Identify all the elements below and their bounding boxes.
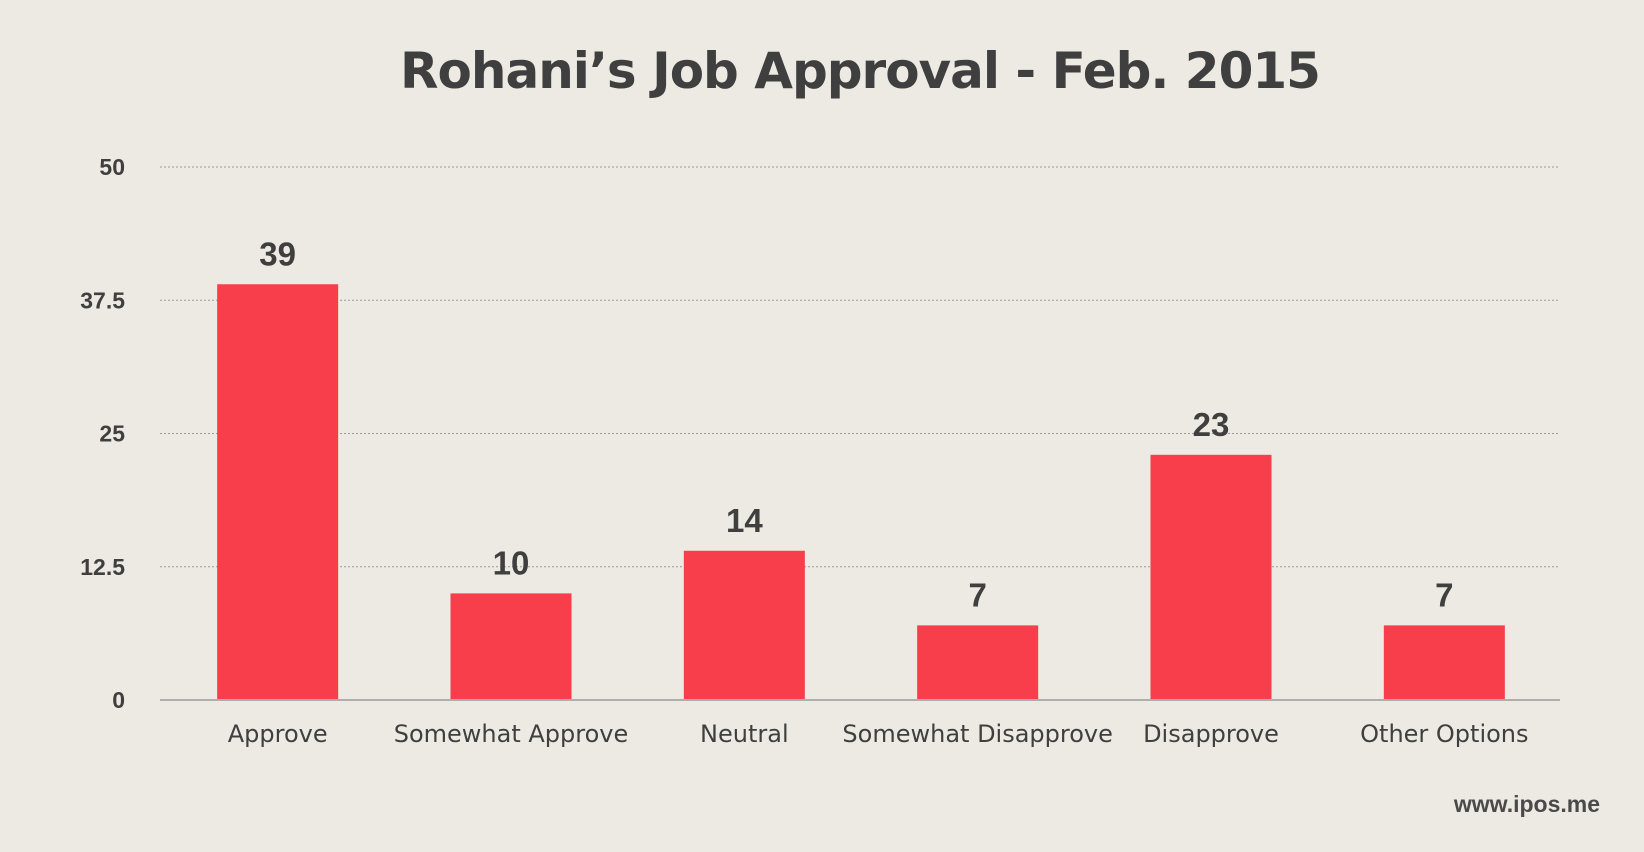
- data-label: 10: [493, 544, 530, 581]
- bar: [217, 284, 339, 699]
- x-tick-label: Other Options: [1360, 720, 1528, 748]
- data-label: 7: [1435, 576, 1453, 613]
- source-url: www.ipos.me: [1453, 791, 1600, 817]
- x-tick-label: Neutral: [700, 720, 789, 748]
- y-tick-label: 0: [112, 687, 125, 713]
- y-tick-label: 25: [99, 421, 125, 447]
- bar: [917, 625, 1039, 699]
- bar: [683, 550, 805, 699]
- y-tick-label: 50: [99, 154, 125, 180]
- y-tick-label: 37.5: [80, 287, 125, 313]
- data-label: 39: [259, 235, 296, 272]
- y-tick-label: 12.5: [80, 554, 125, 580]
- x-tick-label: Approve: [228, 720, 328, 748]
- bar: [1383, 625, 1505, 699]
- data-label: 23: [1193, 406, 1230, 443]
- data-label: 14: [726, 502, 763, 539]
- x-tick-label: Disapprove: [1143, 720, 1279, 748]
- bar: [450, 593, 572, 699]
- chart-title: Rohani’s Job Approval - Feb. 2015: [400, 42, 1321, 100]
- x-tick-label: Somewhat Disapprove: [842, 720, 1112, 748]
- bar: [1150, 454, 1272, 699]
- data-label: 7: [968, 576, 986, 613]
- x-tick-label: Somewhat Approve: [394, 720, 629, 748]
